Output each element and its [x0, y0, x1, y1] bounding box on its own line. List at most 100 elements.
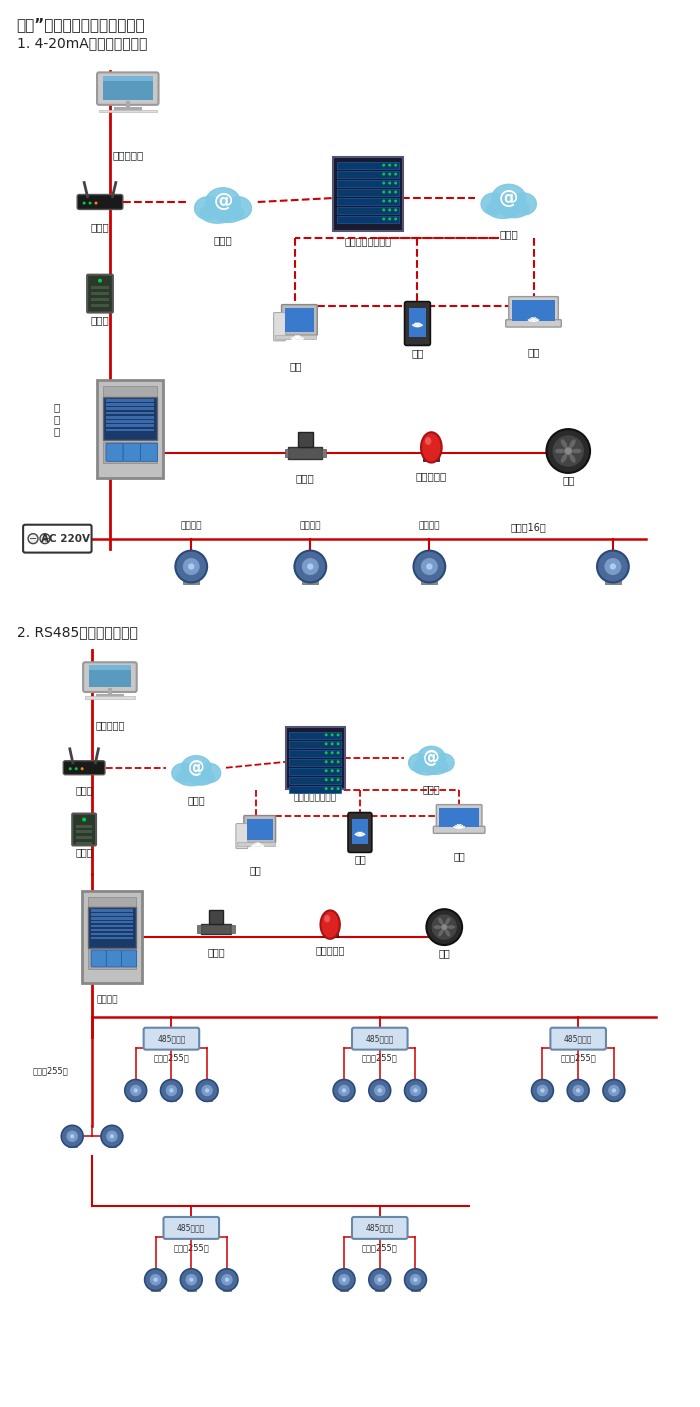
Circle shape [325, 743, 328, 746]
Circle shape [576, 1088, 580, 1093]
FancyBboxPatch shape [348, 813, 372, 853]
Bar [284, 449, 288, 457]
Ellipse shape [421, 432, 442, 463]
Bar [106, 429, 153, 432]
Bar [103, 76, 153, 80]
Circle shape [603, 1079, 625, 1102]
Circle shape [149, 1273, 162, 1286]
FancyBboxPatch shape [106, 443, 123, 461]
Bar [91, 298, 109, 301]
Ellipse shape [492, 184, 526, 211]
FancyBboxPatch shape [23, 525, 92, 553]
Bar [91, 933, 133, 936]
Ellipse shape [433, 754, 454, 772]
Circle shape [40, 533, 50, 543]
Circle shape [110, 1134, 114, 1138]
Bar [89, 666, 131, 670]
FancyBboxPatch shape [506, 319, 561, 326]
Bar [106, 421, 153, 424]
Text: 转换器: 转换器 [76, 847, 93, 857]
Circle shape [337, 1085, 351, 1097]
FancyBboxPatch shape [82, 891, 141, 983]
Text: @: @ [423, 749, 440, 767]
Circle shape [337, 787, 340, 791]
Circle shape [382, 163, 385, 166]
Text: 风机: 风机 [562, 476, 575, 485]
Circle shape [130, 1085, 142, 1097]
Text: 互联网: 互联网 [423, 784, 440, 794]
Bar [91, 291, 109, 294]
Circle shape [373, 1273, 386, 1286]
Circle shape [382, 190, 385, 194]
Circle shape [182, 557, 200, 575]
Bar [91, 920, 133, 923]
Bar [574, 1096, 582, 1102]
Bar [440, 808, 479, 827]
Ellipse shape [172, 764, 195, 782]
Circle shape [145, 1269, 167, 1290]
Circle shape [28, 533, 38, 543]
FancyBboxPatch shape [550, 1027, 606, 1050]
Circle shape [220, 1273, 233, 1286]
Circle shape [382, 208, 385, 211]
Bar [91, 929, 133, 931]
Ellipse shape [206, 187, 240, 217]
Text: 信号输出: 信号输出 [96, 995, 118, 1003]
FancyBboxPatch shape [337, 172, 398, 179]
Ellipse shape [188, 770, 214, 785]
Circle shape [358, 833, 361, 836]
Circle shape [394, 173, 397, 176]
Text: AC 220V: AC 220V [41, 533, 90, 543]
Circle shape [431, 913, 458, 940]
Bar [106, 425, 153, 428]
Circle shape [394, 218, 397, 221]
FancyBboxPatch shape [123, 443, 140, 461]
Circle shape [125, 1079, 146, 1102]
Bar [197, 926, 201, 933]
Circle shape [394, 182, 397, 184]
Bar [91, 304, 109, 307]
FancyBboxPatch shape [337, 198, 398, 205]
Ellipse shape [438, 917, 444, 926]
FancyBboxPatch shape [244, 816, 276, 843]
Circle shape [413, 1278, 418, 1282]
Text: 可连接255台: 可连接255台 [153, 1054, 189, 1062]
Circle shape [160, 1079, 182, 1102]
Circle shape [389, 218, 391, 221]
Ellipse shape [225, 197, 251, 219]
FancyBboxPatch shape [164, 1217, 219, 1240]
Circle shape [342, 1278, 346, 1282]
Bar [88, 950, 136, 968]
Circle shape [295, 550, 326, 582]
Ellipse shape [444, 917, 451, 926]
Circle shape [610, 563, 616, 570]
Bar [91, 913, 133, 916]
Bar [288, 447, 322, 459]
FancyBboxPatch shape [87, 274, 113, 312]
Text: 风机: 风机 [438, 948, 450, 958]
Circle shape [80, 767, 83, 770]
Text: @: @ [188, 758, 204, 777]
Bar [167, 1096, 176, 1102]
Circle shape [458, 825, 461, 827]
FancyBboxPatch shape [290, 758, 341, 765]
Bar [284, 308, 314, 332]
Bar [103, 76, 153, 100]
FancyBboxPatch shape [106, 950, 122, 967]
Bar [352, 819, 368, 844]
Text: +: + [41, 533, 49, 543]
Circle shape [389, 182, 391, 184]
Ellipse shape [433, 924, 442, 930]
Circle shape [169, 1088, 174, 1093]
Circle shape [196, 1079, 218, 1102]
Circle shape [153, 1278, 158, 1282]
Bar [91, 286, 109, 288]
Ellipse shape [444, 929, 451, 937]
Text: 2. RS485信号连接系统图: 2. RS485信号连接系统图 [17, 625, 137, 639]
Text: 电脑: 电脑 [250, 865, 262, 875]
Text: 485中继器: 485中继器 [177, 1224, 206, 1233]
Circle shape [414, 550, 445, 582]
Bar [106, 402, 153, 405]
Bar [103, 442, 157, 463]
Text: 路由器: 路由器 [76, 785, 93, 795]
